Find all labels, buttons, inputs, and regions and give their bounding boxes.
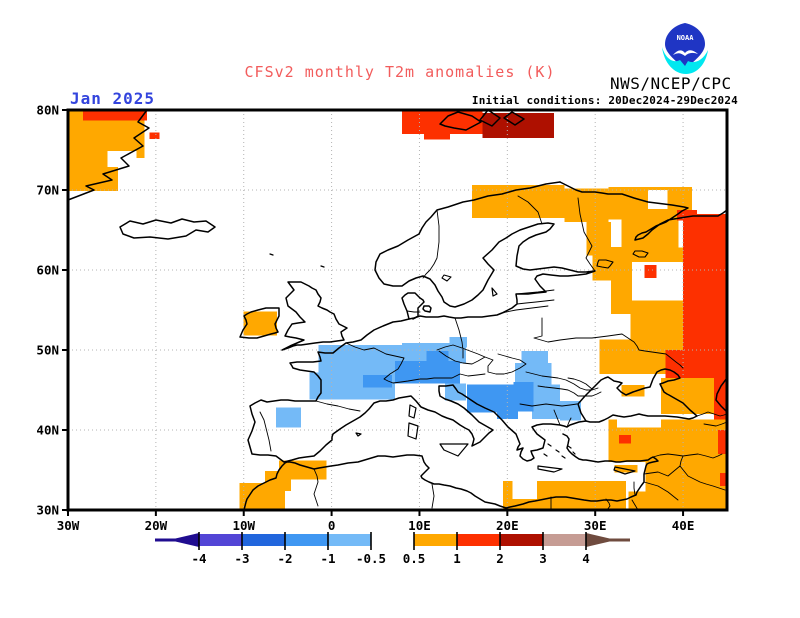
coastline-great-britain xyxy=(281,281,348,351)
colorbar-above-arrow xyxy=(586,533,616,547)
lon-tick-label: 30E xyxy=(584,518,607,533)
colorbar-segment xyxy=(414,534,457,546)
agency-label: NWS/NCEP/CPC xyxy=(610,74,732,93)
anomaly-cell xyxy=(621,385,645,397)
anomaly-cell xyxy=(661,378,714,414)
colorbar-segment xyxy=(242,534,285,546)
coastline-islands xyxy=(269,253,636,475)
anomaly-cell xyxy=(644,265,657,278)
coastline-denmark xyxy=(401,292,432,320)
coastline-caspian xyxy=(715,377,728,413)
coastline-lakes xyxy=(441,250,649,282)
colorbar-tick-label: -2 xyxy=(277,551,292,566)
anomaly-cell xyxy=(423,130,451,140)
anomaly-cell xyxy=(496,411,518,419)
page-title: CFSv2 monthly T2m anomalies (K) xyxy=(244,63,556,81)
colorbar: -4 -3 -2 -1 -0.5 0.5 1 2 3 4 xyxy=(155,532,630,566)
anomaly-cell xyxy=(521,350,548,363)
colorbar-tick-label: -1 xyxy=(320,551,335,566)
anomaly-cell xyxy=(278,460,327,480)
anomaly-cell xyxy=(472,185,565,218)
anomaly-cell xyxy=(564,188,609,222)
noaa-logo-text: NOAA xyxy=(677,34,695,42)
colorbar-below-arrow xyxy=(169,533,199,547)
coastline-black-sea xyxy=(577,368,698,423)
colorbar-segment xyxy=(285,534,328,546)
anomaly-cell xyxy=(394,361,460,384)
lon-tick-label: 20E xyxy=(496,518,519,533)
anomaly-cell xyxy=(719,473,727,486)
anomaly-cell xyxy=(647,190,668,210)
anomaly-cell xyxy=(621,219,679,248)
noaa-logo-shield xyxy=(665,23,705,69)
anomaly-cell xyxy=(513,382,534,412)
anomaly-cell xyxy=(718,430,727,454)
coastline-svalbard xyxy=(439,109,525,131)
coastline-greenland xyxy=(67,109,150,201)
noaa-logo: NOAA xyxy=(662,23,708,74)
lat-tick-label: 70N xyxy=(36,183,59,198)
colorbar-tick-label: -4 xyxy=(191,551,206,566)
anomaly-cell xyxy=(482,113,554,138)
coastline-turkey-africa xyxy=(243,433,659,511)
anomaly-cell xyxy=(449,337,467,348)
lon-tick-label: 10W xyxy=(232,518,255,533)
anomaly-cell xyxy=(512,481,538,499)
anomaly-cell xyxy=(632,262,684,301)
noaa-logo-bird-icon xyxy=(673,50,698,56)
anomaly-cell xyxy=(599,314,631,340)
anomaly-cell xyxy=(318,345,402,373)
noaa-logo-wave xyxy=(662,47,708,74)
anomaly-cell xyxy=(645,459,727,510)
anomaly-cell xyxy=(444,383,467,401)
colorbar-segment xyxy=(457,534,500,546)
anomaly-cell xyxy=(618,434,632,444)
lat-tick-label: 30N xyxy=(36,503,59,518)
colorbar-tick-label: 4 xyxy=(582,551,590,566)
initial-conditions-label: Initial conditions: 20Dec2024-29Dec2024 xyxy=(471,94,738,107)
coastline-ireland xyxy=(239,307,280,339)
coastline-barents xyxy=(559,181,728,241)
country-borders xyxy=(259,195,728,511)
coastline-iceland xyxy=(119,218,216,240)
lat-tick-label: 40N xyxy=(36,423,59,438)
lat-tick-label: 60N xyxy=(36,263,59,278)
anomaly-cell xyxy=(276,407,301,428)
anomaly-cell xyxy=(426,350,449,362)
colorbar-tick-label: 1 xyxy=(453,551,461,566)
lat-tick-label: 50N xyxy=(36,343,59,358)
colorbar-segment xyxy=(328,534,371,546)
colorbar-segment xyxy=(543,534,586,546)
colorbar-tick-label: 3 xyxy=(539,551,547,566)
anomaly-cells-layer xyxy=(68,110,727,510)
map-frame xyxy=(66,108,729,512)
colorbar-tick-label: -0.5 xyxy=(356,551,386,566)
coastlines-layer xyxy=(67,109,728,511)
colorbar-tick-label: 2 xyxy=(496,551,504,566)
anomaly-cell xyxy=(243,311,278,336)
colorbar-tick-label: 0.5 xyxy=(403,551,426,566)
colorbar-segment xyxy=(199,534,242,546)
colorbar-segment xyxy=(500,534,543,546)
lon-tick-label: 40E xyxy=(672,518,695,533)
anomaly-cell xyxy=(683,214,727,350)
lat-tick-label: 80N xyxy=(36,103,59,118)
anomaly-cell xyxy=(82,110,148,121)
coastline-mainland-europe xyxy=(247,181,596,463)
anomaly-cell xyxy=(617,418,662,428)
forecast-month-label: Jan 2025 xyxy=(70,89,156,108)
lon-tick-label: 30W xyxy=(57,518,80,533)
anomaly-cell xyxy=(466,384,514,413)
lon-tick-label: 0 xyxy=(328,518,336,533)
lon-tick-label: 10E xyxy=(408,518,431,533)
anomaly-cell xyxy=(713,374,727,422)
lon-tick-label: 20W xyxy=(145,518,168,533)
colorbar-tick-label: -3 xyxy=(234,551,249,566)
anomaly-cell xyxy=(149,132,160,139)
